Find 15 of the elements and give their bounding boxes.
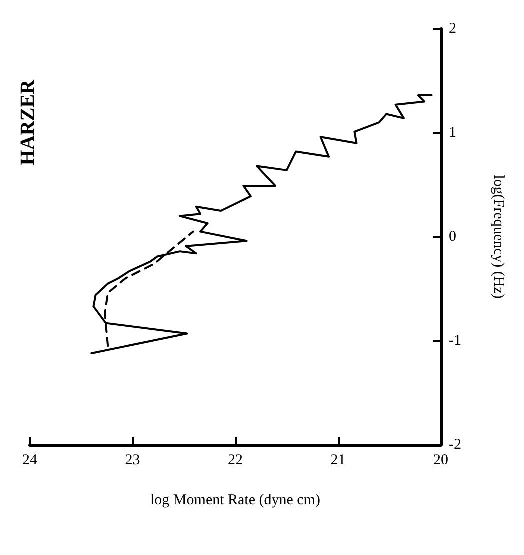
line-series <box>104 230 194 348</box>
y-tick-label: -1 <box>449 333 462 349</box>
x-tick-label: 20 <box>434 452 448 468</box>
y-tick-label: 1 <box>449 125 456 141</box>
y-tick-label: 2 <box>449 21 456 37</box>
x-tick-label: 23 <box>125 452 140 468</box>
y-tick-label: -2 <box>449 437 462 453</box>
y-tick-label: 0 <box>449 229 456 245</box>
x-axis-title: log Moment Rate (dyne cm) <box>150 492 320 508</box>
line-series <box>90 94 433 354</box>
x-tick-label: 24 <box>22 452 38 468</box>
x-tick-label: 21 <box>330 452 346 468</box>
text: HARZER <box>17 79 39 166</box>
x-tick-label: 22 <box>228 452 243 468</box>
y-axis-title: log(Frequency) (Hz) <box>490 175 506 299</box>
